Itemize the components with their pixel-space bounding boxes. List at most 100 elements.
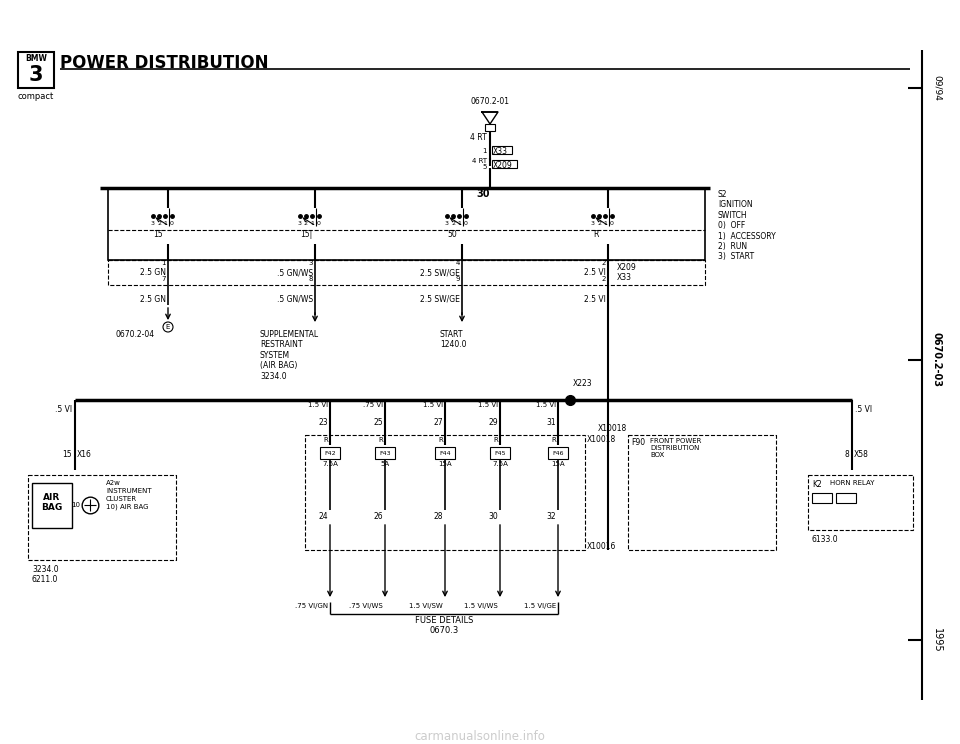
Bar <box>32 483 72 528</box>
Text: F43: F43 <box>379 451 391 456</box>
Text: 1.5 VI/GE: 1.5 VI/GE <box>524 603 556 609</box>
Text: 0670.2-03: 0670.2-03 <box>932 333 942 388</box>
Text: 7.5A: 7.5A <box>492 461 508 467</box>
Text: 2.5 GN: 2.5 GN <box>140 295 166 304</box>
Text: 1995: 1995 <box>932 628 942 652</box>
Text: .75 VI: .75 VI <box>363 402 383 408</box>
Text: 15: 15 <box>153 230 162 239</box>
Text: R: R <box>439 437 443 443</box>
Text: X209: X209 <box>617 263 636 272</box>
Bar <box>435 447 455 459</box>
Text: 2: 2 <box>157 221 161 226</box>
Text: 6133.0: 6133.0 <box>812 535 839 544</box>
Text: .5 VI: .5 VI <box>55 405 72 414</box>
Text: 26: 26 <box>373 512 383 521</box>
Text: .5 GN/WS: .5 GN/WS <box>276 295 313 304</box>
Text: 31: 31 <box>546 418 556 427</box>
Text: 23: 23 <box>319 418 328 427</box>
Text: X10018: X10018 <box>587 435 616 444</box>
Text: 2: 2 <box>597 221 601 226</box>
Text: 1.5 VI/SW: 1.5 VI/SW <box>409 603 443 609</box>
Text: .75 VI/GN: .75 VI/GN <box>295 603 328 609</box>
Text: 10) AIR BAG: 10) AIR BAG <box>106 504 149 510</box>
Text: FUSE DETAILS
0670.3: FUSE DETAILS 0670.3 <box>415 616 473 635</box>
Bar <box>492 146 512 154</box>
Text: 1: 1 <box>163 221 167 226</box>
Text: 3: 3 <box>298 221 302 226</box>
Text: 2.5 GN: 2.5 GN <box>140 268 166 277</box>
Text: X10016: X10016 <box>587 542 616 551</box>
Text: 0670.2-01: 0670.2-01 <box>470 97 510 106</box>
Text: 5A: 5A <box>380 461 390 467</box>
Text: 15A: 15A <box>551 461 564 467</box>
Text: 09/94: 09/94 <box>932 75 942 101</box>
Text: 4 RT: 4 RT <box>472 158 487 164</box>
Text: F90: F90 <box>631 438 645 447</box>
Text: R: R <box>378 437 383 443</box>
Text: 29: 29 <box>489 418 498 427</box>
Text: 25: 25 <box>373 418 383 427</box>
Bar <box>808 475 913 530</box>
Text: X16: X16 <box>77 450 92 459</box>
Text: 2.5 VI: 2.5 VI <box>584 268 606 277</box>
Text: X58: X58 <box>854 450 869 459</box>
Text: 2.5 VI: 2.5 VI <box>584 295 606 304</box>
Text: F44: F44 <box>439 451 451 456</box>
Text: 1: 1 <box>457 221 461 226</box>
Text: 1.5 VI: 1.5 VI <box>536 402 556 408</box>
Bar <box>305 435 585 550</box>
Text: R: R <box>551 437 556 443</box>
Bar <box>318 435 611 550</box>
Text: .5 VI: .5 VI <box>855 405 872 414</box>
Bar <box>836 493 856 503</box>
Text: INSTRUMENT: INSTRUMENT <box>106 488 152 494</box>
Text: 9: 9 <box>455 276 460 282</box>
Text: .5 GN/WS: .5 GN/WS <box>276 268 313 277</box>
Text: 4 RT: 4 RT <box>470 133 487 142</box>
Text: START
1240.0: START 1240.0 <box>440 330 467 350</box>
Text: 3: 3 <box>29 65 43 85</box>
Bar <box>812 493 832 503</box>
Text: POWER DISTRIBUTION: POWER DISTRIBUTION <box>60 54 269 72</box>
Text: 24: 24 <box>319 512 328 521</box>
Text: 0: 0 <box>317 221 321 226</box>
Bar <box>108 260 705 285</box>
Text: 1.5 VI/WS: 1.5 VI/WS <box>465 603 498 609</box>
Text: E: E <box>166 324 170 330</box>
Text: 8: 8 <box>308 276 313 282</box>
Text: CLUSTER: CLUSTER <box>106 496 137 502</box>
Text: BMW: BMW <box>25 54 47 63</box>
Bar <box>492 160 517 168</box>
Text: F45: F45 <box>494 451 506 456</box>
Text: 15: 15 <box>62 450 72 459</box>
Bar <box>18 52 54 88</box>
Text: 1: 1 <box>483 148 487 154</box>
Text: 3234.0
6211.0: 3234.0 6211.0 <box>32 565 59 584</box>
Text: 7: 7 <box>161 276 166 282</box>
Text: 2: 2 <box>602 260 606 266</box>
Bar <box>548 447 568 459</box>
Bar <box>628 435 776 550</box>
Text: compact: compact <box>18 92 55 101</box>
Text: 4: 4 <box>456 260 460 266</box>
Text: 2.5 SW/GE: 2.5 SW/GE <box>420 268 460 277</box>
Text: 1: 1 <box>603 221 607 226</box>
Bar <box>108 188 705 260</box>
Text: SUPPLEMENTAL
RESTRAINT
SYSTEM
(AIR BAG)
3234.0: SUPPLEMENTAL RESTRAINT SYSTEM (AIR BAG) … <box>260 330 319 381</box>
Text: 3: 3 <box>308 260 313 266</box>
Bar <box>490 447 510 459</box>
Text: 10: 10 <box>71 502 80 508</box>
Text: F46: F46 <box>552 451 564 456</box>
Text: AIR
BAG: AIR BAG <box>41 493 62 513</box>
Text: K2: K2 <box>812 480 822 489</box>
Text: 3: 3 <box>591 221 595 226</box>
Bar <box>320 447 340 459</box>
Text: 7.5A: 7.5A <box>322 461 338 467</box>
Text: 32: 32 <box>546 512 556 521</box>
Text: 2: 2 <box>602 276 606 282</box>
Text: R: R <box>324 437 328 443</box>
Text: 1.5 VI: 1.5 VI <box>308 402 328 408</box>
Text: 1.5 VI: 1.5 VI <box>422 402 443 408</box>
Text: 8: 8 <box>844 450 849 459</box>
Text: S2
IGNITION
SWITCH
0)  OFF
1)  ACCESSORY
2)  RUN
3)  START: S2 IGNITION SWITCH 0) OFF 1) ACCESSORY 2… <box>718 190 776 261</box>
